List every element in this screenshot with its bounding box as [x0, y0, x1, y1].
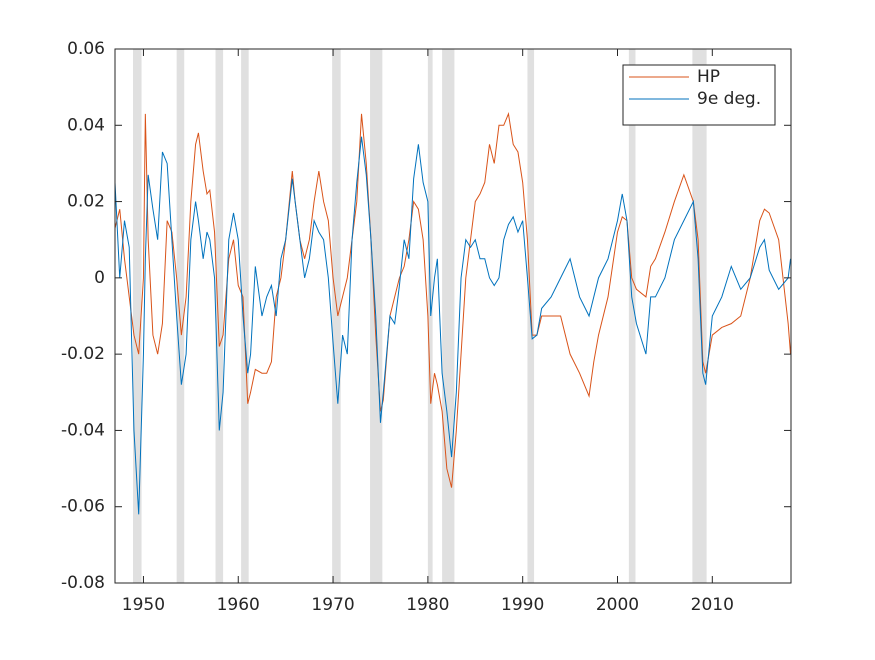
y-tick-label: -0.06	[61, 497, 105, 517]
x-tick-label: 2000	[596, 595, 639, 615]
shaded-region	[442, 49, 455, 583]
legend-label: HP	[697, 67, 720, 87]
y-tick-label: 0.04	[67, 115, 105, 135]
y-tick-label: -0.02	[61, 344, 105, 364]
shaded-region	[628, 49, 636, 583]
axes-box	[114, 48, 792, 584]
shaded-region	[133, 49, 142, 583]
legend-label: 9e deg.	[697, 89, 761, 109]
x-tick-label: 1970	[311, 595, 354, 615]
y-tick-label: 0.02	[67, 192, 105, 212]
legend-box	[622, 64, 776, 126]
y-tick-label: -0.08	[61, 573, 105, 593]
plot-area	[115, 49, 791, 583]
x-tick-label: 1990	[501, 595, 544, 615]
x-tick-label: 1950	[122, 595, 165, 615]
shaded-region	[215, 49, 224, 583]
x-tick-label: 1960	[217, 595, 260, 615]
y-tick-label: -0.04	[61, 420, 105, 440]
shaded-region	[241, 49, 249, 583]
series-line	[115, 112, 791, 488]
series-line	[115, 136, 791, 515]
x-tick-label: 2010	[691, 595, 734, 615]
shaded-region	[176, 49, 185, 583]
y-tick-label: 0.06	[67, 39, 105, 59]
shaded-region	[332, 49, 341, 583]
shaded-region	[692, 49, 707, 583]
y-tick-label: 0	[94, 268, 105, 288]
x-tick-label: 1980	[406, 595, 449, 615]
